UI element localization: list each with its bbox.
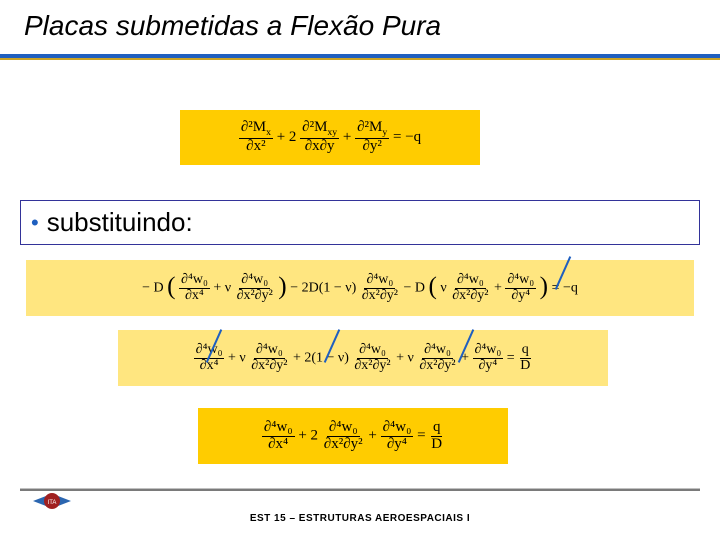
title-underline (0, 54, 720, 60)
eq3-math: ∂⁴w₀∂x⁴ + ν ∂⁴w₀∂x²∂y² + 2(1 − ν) ∂⁴w₀∂x… (194, 343, 533, 373)
page-title: Placas submetidas a Flexão Pura (24, 10, 441, 42)
bullet-substituting: • substituindo: (20, 200, 700, 245)
eq4-math: ∂⁴w₀∂x⁴ + 2 ∂⁴w₀∂x²∂y² + ∂⁴w₀∂y⁴ = qD (262, 420, 444, 453)
footer-rule (20, 488, 700, 494)
equation-4: ∂⁴w₀∂x⁴ + 2 ∂⁴w₀∂x²∂y² + ∂⁴w₀∂y⁴ = qD (198, 408, 508, 464)
equation-1: ∂²Mx∂x² + 2 ∂²Mxy∂x∂y + ∂²My∂y² = −q (180, 110, 480, 165)
bullet-dot-icon: • (31, 212, 39, 234)
ita-logo-icon: ITA (32, 486, 72, 516)
eq2-math: − D ( ∂⁴w₀∂x⁴ + ν ∂⁴w₀∂x²∂y² ) − 2D(1 − … (142, 273, 578, 303)
equation-3: ∂⁴w₀∂x⁴ + ν ∂⁴w₀∂x²∂y² + 2(1 − ν) ∂⁴w₀∂x… (118, 330, 608, 386)
equation-2: − D ( ∂⁴w₀∂x⁴ + ν ∂⁴w₀∂x²∂y² ) − 2D(1 − … (26, 260, 694, 316)
eq1-math: ∂²Mx∂x² + 2 ∂²Mxy∂x∂y + ∂²My∂y² = −q (239, 120, 421, 155)
bullet-label: substituindo: (47, 207, 193, 238)
slide: Placas submetidas a Flexão Pura ∂²Mx∂x² … (0, 0, 720, 540)
underline-gold (0, 58, 720, 60)
footer-text: EST 15 – ESTRUTURAS AEROESPACIAIS I (0, 513, 720, 524)
logo-text: ITA (48, 500, 57, 506)
